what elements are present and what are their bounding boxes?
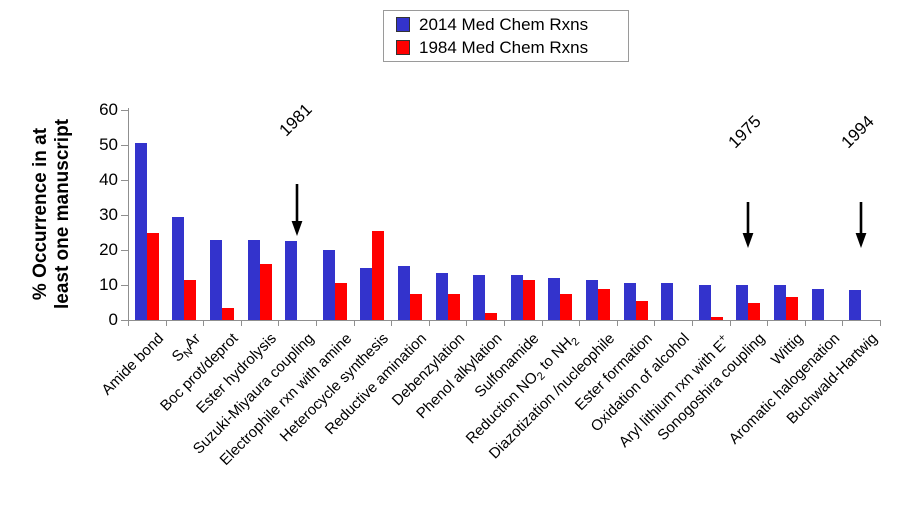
bar-2014 [210,239,222,320]
annotation-year: 1975 [724,111,766,152]
x-tickmark [767,320,769,326]
bar-1984 [447,293,460,320]
bar-1984 [184,279,197,320]
bar-1984 [334,283,347,320]
bar-2014 [548,278,561,320]
bar-2014 [134,143,147,320]
x-tickmark [391,320,393,326]
annotation-year: 1981 [275,99,316,140]
down-arrow-icon [740,202,756,253]
x-tickmark [128,320,129,326]
x-axis-line [124,320,881,321]
bar-2014 [774,285,786,320]
down-arrow-icon [853,202,869,253]
y-tick-label: 40 [99,170,118,189]
bar-1984 [372,230,385,320]
bar-2014 [623,283,636,320]
bar-1984 [786,297,798,320]
y-tick-label: 20 [99,240,118,259]
x-tickmark [541,320,543,326]
bar-2014 [736,285,749,320]
bar-2014 [811,288,824,320]
y-tickmark [121,215,128,216]
bar-2014 [285,241,298,320]
bar-2014 [661,283,674,320]
bar-2014 [398,265,410,320]
bar-2014 [473,274,486,320]
x-tickmark [316,320,317,326]
y-tickmark [121,180,128,181]
bar-2014 [360,267,373,320]
y-tickmark [121,250,128,251]
x-tickmark [240,320,242,326]
legend-label-2014: 2014 Med Chem Rxns [419,15,589,34]
bar-2014 [322,250,335,320]
annotation-year: 1994 [837,111,878,152]
category-label: Amide bond [98,330,167,399]
x-tickmark [466,320,468,326]
bar-1984 [222,307,234,320]
x-tickmark [880,320,881,326]
bar-1984 [710,316,723,320]
x-tickmark [165,320,167,326]
y-tickmark [121,320,128,321]
x-tickmark [842,320,844,326]
legend-swatch-1984 [396,40,410,55]
bar-1984 [522,279,535,320]
y-tickmark [121,110,128,111]
bar-1984 [598,288,610,320]
y-tickmark [121,145,128,146]
bar-2014 [586,279,598,320]
x-tickmark [504,320,505,326]
bar-2014 [698,285,711,320]
legend-label-1984: 1984 Med Chem Rxns [419,38,589,57]
y-tick-label: 10 [99,275,118,294]
legend-item-2014: 2014 Med Chem Rxns [396,14,628,35]
y-tickmark [121,285,128,286]
down-arrow-icon [289,184,305,241]
bar-1984 [146,232,159,320]
x-tickmark [804,320,806,326]
bar-2014 [849,290,862,320]
x-tickmark [729,320,731,326]
x-tickmark [278,320,280,326]
bar-1984 [560,293,573,320]
y-tick-label: 0 [108,310,118,329]
x-tickmark [203,320,205,326]
bar-1984 [485,313,498,320]
x-tickmark [579,320,581,326]
x-tickmark [353,320,355,326]
bar-1984 [410,293,422,320]
bar-1984 [748,302,761,320]
bar-2014 [172,216,185,320]
x-tickmark [654,320,656,326]
y-tick-label: 30 [99,205,118,224]
bar-1984 [259,264,272,320]
bar-2014 [510,274,523,320]
x-tickmark [428,320,430,326]
legend-swatch-2014 [396,17,410,32]
legend-box: 2014 Med Chem Rxns 1984 Med Chem Rxns [383,10,629,62]
bar-2014 [247,239,260,320]
bar-1984 [635,300,648,320]
y-axis-title: % Occurrence in at least one manuscript [30,118,73,310]
bar-2014 [435,272,448,320]
legend-item-1984: 1984 Med Chem Rxns [396,37,628,58]
x-tickmark [692,320,693,326]
y-tick-label: 50 [99,135,118,154]
y-tick-label: 60 [99,100,118,119]
x-tickmark [616,320,618,326]
y-axis-line [128,108,129,321]
